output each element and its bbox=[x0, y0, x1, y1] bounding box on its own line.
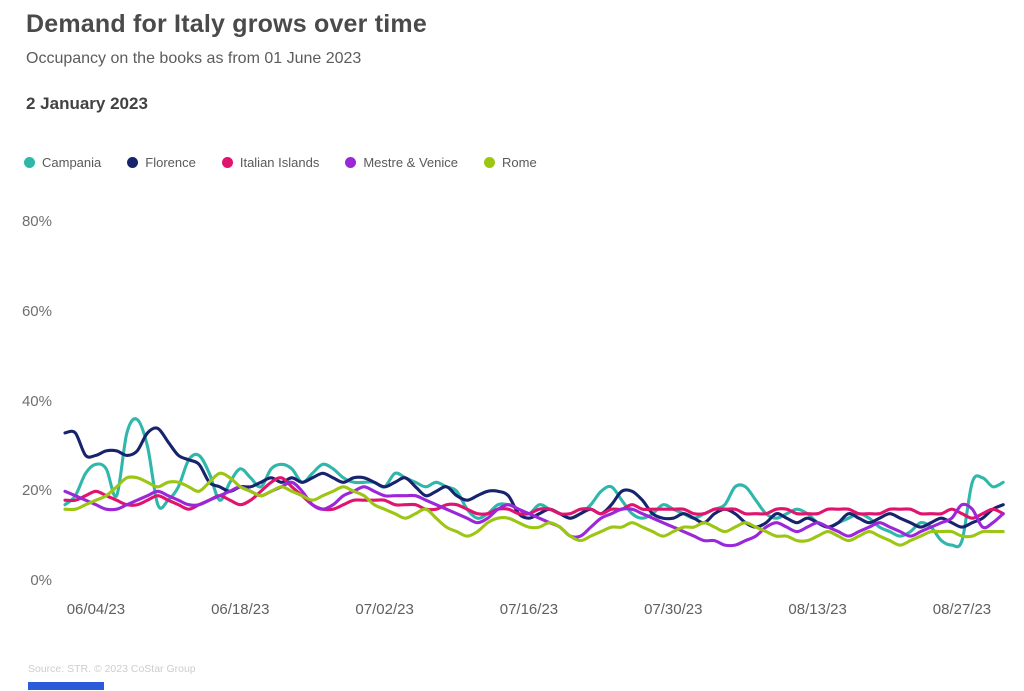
legend-color-dot bbox=[221, 157, 233, 168]
legend: Campania Florence Italian Islands Mestre & … bbox=[24, 155, 537, 170]
legend-color-dot bbox=[484, 157, 495, 168]
x-tick-label: 08/27/23 bbox=[932, 601, 992, 618]
y-tick-label: 60% bbox=[21, 302, 52, 320]
legend-item-campania[interactable]: Campania bbox=[24, 155, 101, 170]
x-tick-label: 07/30/23 bbox=[644, 601, 703, 618]
legend-label: Italian Islands bbox=[239, 155, 320, 170]
series-line-rome bbox=[63, 471, 1005, 547]
source-attribution: Source: STR. © 2023 CoStar Group bbox=[28, 663, 196, 675]
chart-title: Demand for Italy grows over time bbox=[26, 10, 427, 38]
legend-color-dot bbox=[24, 157, 35, 168]
legend-label: Campania bbox=[42, 155, 102, 170]
legend-item-rome[interactable]: Rome bbox=[484, 155, 537, 170]
chart-subtitle: Occupancy on the books as from 01 June 2… bbox=[26, 50, 362, 67]
x-tick-label: 08/13/23 bbox=[788, 601, 847, 618]
legend-label: Rome bbox=[502, 155, 537, 170]
legend-label: Florence bbox=[145, 155, 196, 170]
y-tick-label: 40% bbox=[21, 392, 52, 410]
legend-color-dot bbox=[345, 157, 357, 168]
x-tick-label: 07/02/23 bbox=[355, 601, 414, 618]
legend-item-mestre-venice[interactable]: Mestre & Venice bbox=[345, 155, 458, 170]
legend-item-italian-islands[interactable]: Italian Islands bbox=[221, 155, 320, 170]
x-tick-label: 06/18/23 bbox=[211, 601, 270, 618]
legend-label: Mestre & Venice bbox=[363, 155, 458, 170]
y-tick-label: 0% bbox=[30, 572, 52, 589]
y-tick-label: 20% bbox=[21, 482, 52, 500]
y-tick-label: 80% bbox=[21, 213, 52, 230]
series-line-mestre-venice bbox=[63, 480, 1005, 548]
costar-brand-bar bbox=[28, 682, 104, 690]
legend-color-dot bbox=[127, 157, 139, 168]
x-tick-label: 07/16/23 bbox=[499, 601, 559, 618]
x-tick-label: 06/04/23 bbox=[66, 601, 126, 618]
booking-date-label: 2 January 2023 bbox=[26, 94, 148, 113]
legend-item-florence[interactable]: Florence bbox=[127, 155, 196, 170]
series-line-campania bbox=[63, 417, 1005, 549]
